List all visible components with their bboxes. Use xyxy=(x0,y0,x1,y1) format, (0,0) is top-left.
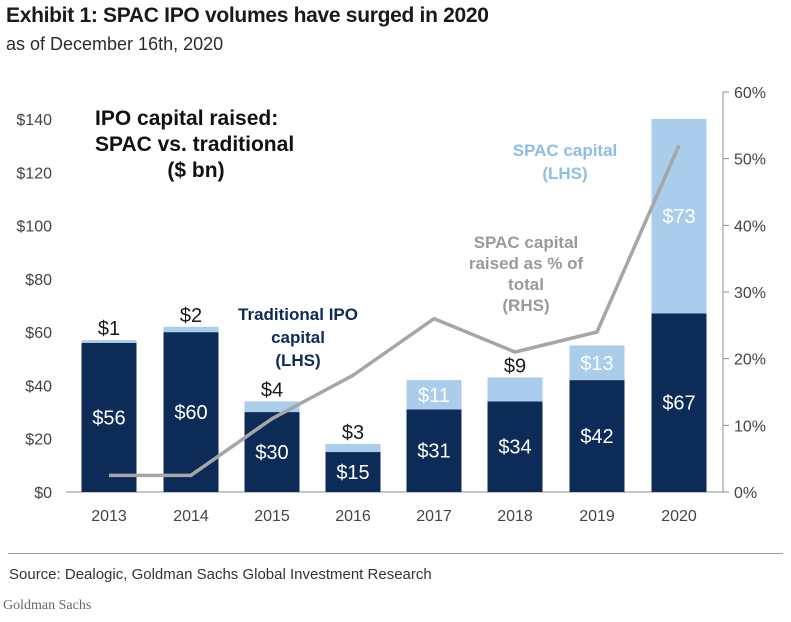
spac-capital-bar xyxy=(81,340,137,343)
traditional-capital-bar xyxy=(325,452,381,492)
left-axis-tick-label: $20 xyxy=(25,432,52,449)
x-axis-category-label: 2017 xyxy=(416,508,452,525)
left-axis-tick-label: $140 xyxy=(16,112,52,129)
spac-value-label: $9 xyxy=(504,355,526,377)
spac-value-label: $73 xyxy=(662,206,695,228)
traditional-capital-bar xyxy=(569,380,625,492)
spac-capital-bar xyxy=(163,326,219,333)
exhibit-title: Exhibit 1: SPAC IPO volumes have surged … xyxy=(6,4,489,27)
spac-value-label: $4 xyxy=(261,379,283,401)
traditional-value-label: $31 xyxy=(417,441,450,463)
traditional-value-label: $30 xyxy=(255,442,288,464)
footer-divider xyxy=(8,553,783,554)
spac-value-label: $3 xyxy=(342,422,364,444)
right-axis-tick-label: 0% xyxy=(734,485,757,502)
spac-value-label: $13 xyxy=(580,353,613,375)
spac-series-label: (LHS) xyxy=(542,164,587,183)
traditional-series-label: (LHS) xyxy=(275,351,320,370)
spac-share-series-label: total xyxy=(508,275,544,294)
spac-value-label: $2 xyxy=(180,305,202,327)
x-axis-category-label: 2014 xyxy=(173,508,209,525)
x-axis-category-label: 2015 xyxy=(254,508,290,525)
spac-share-series-label: SPAC capital xyxy=(474,233,579,252)
traditional-capital-bar xyxy=(244,412,300,492)
traditional-capital-bar xyxy=(81,342,137,492)
source-note: Source: Dealogic, Goldman Sachs Global I… xyxy=(9,566,432,583)
spac-capital-bar xyxy=(569,345,625,381)
traditional-capital-bar xyxy=(651,313,707,492)
x-axis-category-label: 2019 xyxy=(579,508,615,525)
traditional-value-label: $15 xyxy=(336,462,369,484)
right-axis-tick-label: 30% xyxy=(734,285,766,302)
chart-title-line: IPO capital raised: xyxy=(95,107,278,130)
left-axis-tick-label: $120 xyxy=(16,165,52,182)
traditional-value-label: $34 xyxy=(498,437,531,459)
spac-value-label: $1 xyxy=(98,318,120,340)
left-axis-tick-label: $80 xyxy=(25,272,52,289)
left-axis-tick-label: $40 xyxy=(25,378,52,395)
traditional-series-label: Traditional IPO xyxy=(238,305,358,324)
x-axis-category-label: 2013 xyxy=(91,508,127,525)
chart-title-line: ($ bn) xyxy=(167,159,224,182)
spac-share-series-label: (RHS) xyxy=(502,296,549,315)
left-axis-tick-label: $0 xyxy=(34,485,52,502)
spac-share-series-label: raised as % of xyxy=(469,254,584,273)
spac-capital-bar xyxy=(325,444,381,453)
publisher-credit: Goldman Sachs xyxy=(3,598,92,613)
right-axis-tick-label: 60% xyxy=(734,85,766,102)
spac-capital-bar xyxy=(487,377,543,402)
spac-value-label: $11 xyxy=(418,385,450,407)
right-axis-tick-label: 20% xyxy=(734,352,766,369)
spac-capital-bar xyxy=(651,119,707,314)
ipo-capital-chart: $0 $20 $40 $60 $80 $100 $120 $140 0% 10% 20% 30% 40%… xyxy=(16,85,766,525)
x-axis-category-label: 2016 xyxy=(335,508,371,525)
spac-capital-bar xyxy=(406,380,462,410)
right-axis-tick-label: 40% xyxy=(734,218,766,235)
left-axis-tick-label: $100 xyxy=(16,219,52,236)
traditional-value-label: $60 xyxy=(174,402,207,424)
traditional-capital-bar xyxy=(487,401,543,492)
traditional-value-label: $56 xyxy=(92,407,125,429)
right-axis-tick-label: 50% xyxy=(734,152,766,169)
spac-share-line xyxy=(109,144,681,478)
traditional-value-label: $67 xyxy=(662,393,695,415)
x-axis-category-label: 2020 xyxy=(661,508,697,525)
right-axis-tick-label: 10% xyxy=(734,418,766,435)
x-axis-category-label: 2018 xyxy=(497,508,533,525)
exhibit-subtitle: as of December 16th, 2020 xyxy=(6,34,224,54)
traditional-value-label: $42 xyxy=(580,426,613,448)
chart-title-line: SPAC vs. traditional xyxy=(95,133,294,156)
spac-series-label: SPAC capital xyxy=(513,141,618,160)
left-axis-tick-label: $60 xyxy=(25,325,52,342)
traditional-series-label: capital xyxy=(271,328,325,347)
spac-capital-bar xyxy=(244,401,300,413)
traditional-capital-bar xyxy=(406,409,462,492)
traditional-capital-bar xyxy=(163,332,219,492)
